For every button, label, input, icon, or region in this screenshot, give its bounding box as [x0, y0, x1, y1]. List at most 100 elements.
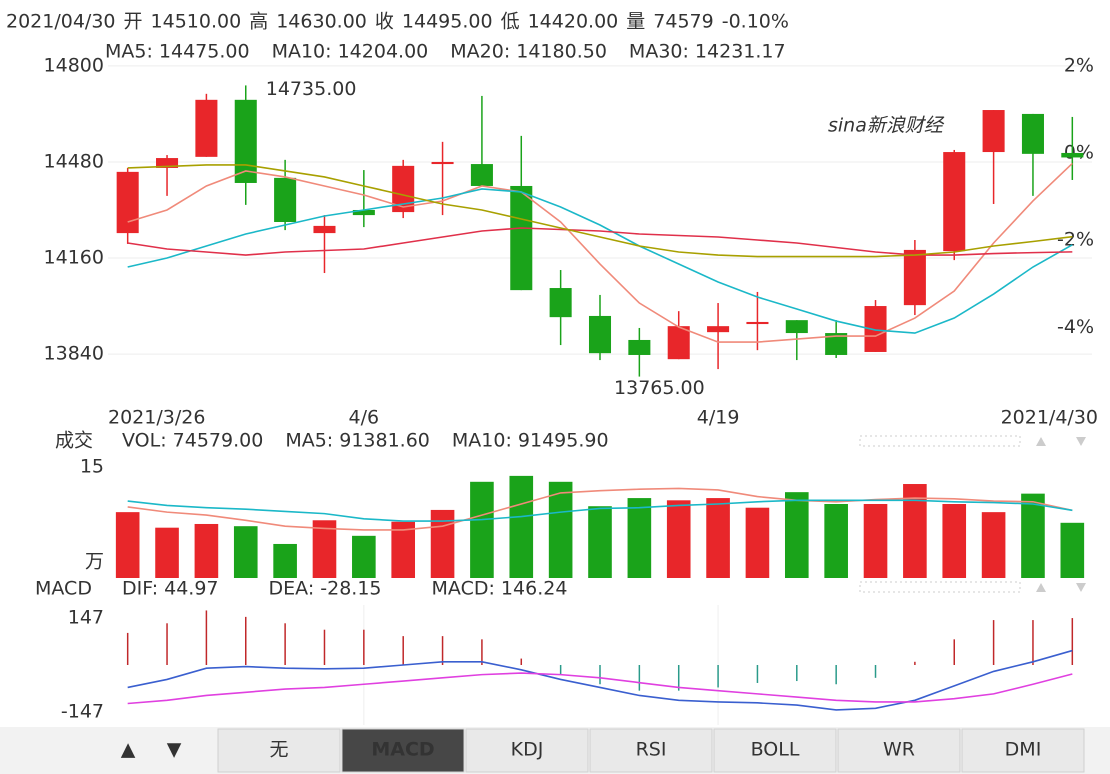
zoom-down[interactable]: [1076, 583, 1086, 592]
y-tick-label: 13840: [44, 343, 104, 365]
y-tick-label: 14480: [44, 150, 104, 172]
candle-body: [313, 225, 336, 234]
volume-bar: [666, 500, 691, 578]
y-tick-label: 14800: [44, 54, 104, 76]
ma-line: [127, 487, 1073, 531]
arrow-button[interactable]: ▲: [121, 739, 136, 761]
tab-label[interactable]: MACD: [371, 739, 434, 761]
tab[interactable]: [837, 728, 961, 773]
scroll-dots: [859, 581, 1021, 593]
candle-body: [864, 306, 887, 352]
y-tick-label: 147: [68, 606, 104, 628]
tab[interactable]: [217, 728, 341, 773]
tab-label[interactable]: KDJ: [511, 739, 544, 761]
tab[interactable]: [341, 728, 465, 773]
annotation: 13765.00: [614, 377, 705, 399]
volume-bar: [903, 484, 927, 578]
quote-field: 量: [626, 11, 645, 33]
x-tick-label: 4/19: [697, 407, 740, 429]
volume-bar: [942, 504, 967, 578]
volume-bar: [745, 507, 770, 578]
ma-line: [127, 188, 1073, 334]
tab-label[interactable]: 无: [269, 739, 288, 761]
volume-bar: [706, 498, 730, 578]
volume-bar: [863, 504, 888, 578]
x-tick-label: 4/6: [349, 407, 380, 429]
volume-bar: [548, 481, 573, 578]
panel-title: 成交: [55, 430, 93, 452]
candle-body: [392, 165, 415, 213]
legend-entry: MA5: 91381.60: [285, 430, 430, 452]
candle-body: [116, 171, 139, 234]
tab-label[interactable]: DMI: [1005, 739, 1042, 761]
volume-bar: [981, 512, 1006, 578]
legend-entry: MA10: 91495.90: [452, 430, 609, 452]
tab[interactable]: [961, 728, 1085, 773]
legend-entry: DIF: 44.97: [122, 578, 219, 600]
x-tick-label: 2021/4/30: [1001, 407, 1098, 429]
candle-body: [667, 326, 690, 360]
zoom-up[interactable]: [1036, 583, 1046, 592]
quote-field: 14630.00: [276, 11, 367, 33]
panel-title: MACD: [35, 578, 92, 600]
volume-bar: [1060, 522, 1085, 578]
y2-tick-label: -2%: [1057, 229, 1094, 251]
tab[interactable]: [465, 728, 589, 773]
candle-body: [549, 288, 572, 318]
legend-entry: MA20: 14180.50: [450, 41, 607, 63]
legend-entry: MA5: 14475.00: [105, 41, 250, 63]
candle-body: [943, 152, 966, 252]
volume-bar: [824, 504, 848, 578]
zoom-down[interactable]: [1076, 437, 1086, 446]
candle-body: [274, 177, 297, 222]
candle-body: [707, 326, 730, 333]
volume-bar: [470, 481, 494, 578]
tab[interactable]: [589, 728, 713, 773]
candle-body: [352, 209, 375, 216]
candle-body: [195, 99, 218, 157]
tab[interactable]: [713, 728, 837, 773]
legend-entry: MA30: 14231.17: [629, 41, 786, 63]
quote-field: 2021/04/30: [6, 11, 116, 33]
unit-label: 万: [85, 551, 104, 573]
candle-body: [1021, 113, 1044, 154]
quote-field: 低: [501, 11, 520, 33]
legend-entry: MACD: 146.24: [432, 578, 568, 600]
candle-body: [746, 321, 769, 325]
legend-entry: MA10: 14204.00: [272, 41, 429, 63]
y-tick-label: 15: [80, 456, 104, 478]
candle-body: [234, 99, 257, 183]
volume-bar: [155, 527, 179, 578]
ma-line: [127, 672, 1073, 705]
quote-field: 开: [124, 11, 143, 33]
volume-bar: [509, 475, 534, 578]
ma-line: [127, 649, 1073, 711]
volume-bar: [273, 543, 297, 578]
tab-label[interactable]: BOLL: [751, 739, 800, 761]
quote-field: 高: [249, 11, 268, 33]
candle-body: [431, 161, 454, 165]
candle-body: [825, 333, 848, 355]
volume-bar: [1021, 493, 1045, 578]
tab-label[interactable]: WR: [883, 739, 915, 761]
volume-bar: [588, 506, 612, 578]
ma-line: [127, 499, 1073, 522]
volume-bar: [784, 492, 809, 578]
ma-line: [127, 162, 1073, 343]
volume-bar: [233, 526, 258, 578]
volume-bar: [194, 523, 219, 578]
zoom-up[interactable]: [1036, 437, 1046, 446]
candle-body: [628, 339, 651, 355]
x-tick-label: 2021/3/26: [108, 407, 205, 429]
legend-entry: VOL: 74579.00: [122, 430, 263, 452]
scroll-dots: [859, 435, 1021, 447]
candle-body: [785, 320, 808, 334]
tab-label[interactable]: RSI: [636, 739, 667, 761]
y2-tick-label: -4%: [1057, 316, 1094, 338]
quote-field: -0.10%: [722, 11, 789, 33]
arrow-button[interactable]: ▼: [167, 739, 182, 761]
volume-bar: [115, 512, 140, 578]
